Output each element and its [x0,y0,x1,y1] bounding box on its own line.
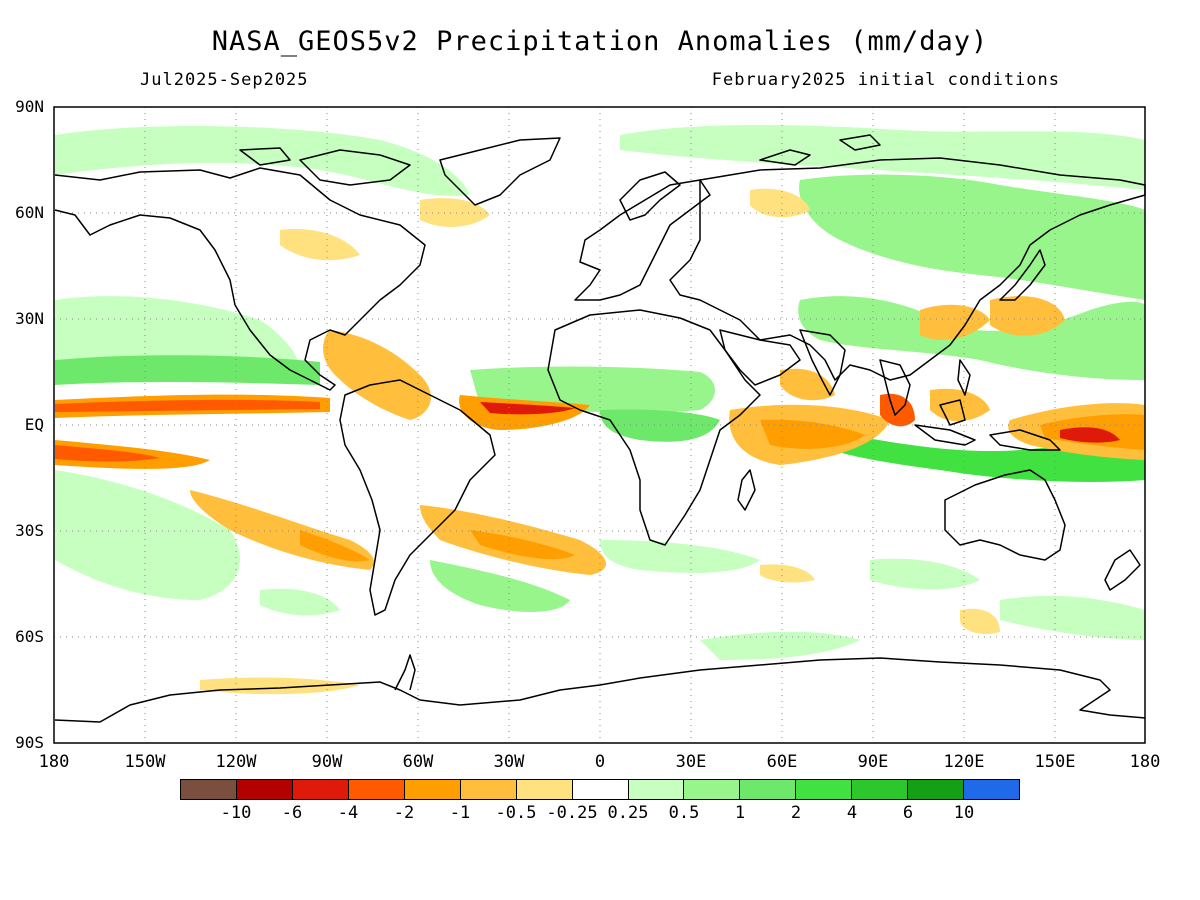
colorbar-segment [516,780,573,799]
colorbar-tick-label: 1 [734,803,746,823]
colorbar-tick-label: 4 [846,803,858,823]
colorbar-segment [684,780,741,799]
lon-label-0: 0 [594,752,606,772]
lat-label-eq: EQ [24,415,44,434]
colorbar-segment [852,780,909,799]
colorbar-segment [404,780,461,799]
period-label: Jul2025-Sep2025 [140,70,309,90]
lon-label-120e: 120E [943,752,985,772]
colorbar-tick-label: 0.5 [668,803,700,823]
lon-label-180e: 180 [1129,752,1161,772]
lon-label-60e: 60E [766,752,798,772]
grid-lines [54,107,1145,743]
colorbar-segment [348,780,405,799]
colorbar [180,779,1020,800]
colorbar-segment [740,780,797,799]
colorbar-tick-label: -0.25 [546,803,598,823]
colorbar-tick-label: -10 [220,803,252,823]
lat-label-30s: 30S [15,521,44,540]
lon-label-150w: 150W [124,752,166,772]
colorbar-segment [292,780,349,799]
lat-label-30n: 30N [15,309,44,328]
lat-label-60n: 60N [15,203,44,222]
lon-label-60w: 60W [402,752,434,772]
initial-conditions-label: February2025 initial conditions [711,70,1060,90]
colorbar-segment [964,780,1020,799]
map-frame [53,106,1146,744]
colorbar-tick-label: 6 [902,803,914,823]
colorbar-tick-label: 2 [790,803,802,823]
lon-label-90w: 90W [311,752,343,772]
lon-label-30w: 30W [493,752,525,772]
colorbar-segment [181,780,237,799]
lon-label-150e: 150E [1034,752,1076,772]
lat-label-90n: 90N [15,97,44,116]
colorbar-segment [572,780,629,799]
colorbar-tick-label: -0.5 [495,803,537,823]
colorbar-tick-label: -1 [449,803,471,823]
colorbar-segment [460,780,517,799]
colorbar-tick-label: -4 [337,803,359,823]
colorbar-tick-label: -2 [393,803,415,823]
chart-title: NASA_GEOS5v2 Precipitation Anomalies (mm… [211,26,989,57]
colorbar-segment [236,780,293,799]
colorbar-segment [796,780,853,799]
anomaly-field [55,125,1145,695]
lon-label-30e: 30E [675,752,707,772]
lat-label-90s: 90S [15,733,44,752]
colorbar-segment [628,780,685,799]
colorbar-segment [908,780,965,799]
lon-label-120w: 120W [215,752,257,772]
lon-label-90e: 90E [857,752,889,772]
colorbar-tick-label: 0.25 [607,803,649,823]
colorbar-tick-label: 10 [953,803,975,823]
coastlines [54,134,1146,723]
lat-label-60s: 60S [15,627,44,646]
lon-label-180w: 180 [38,752,70,772]
colorbar-tick-label: -6 [281,803,303,823]
